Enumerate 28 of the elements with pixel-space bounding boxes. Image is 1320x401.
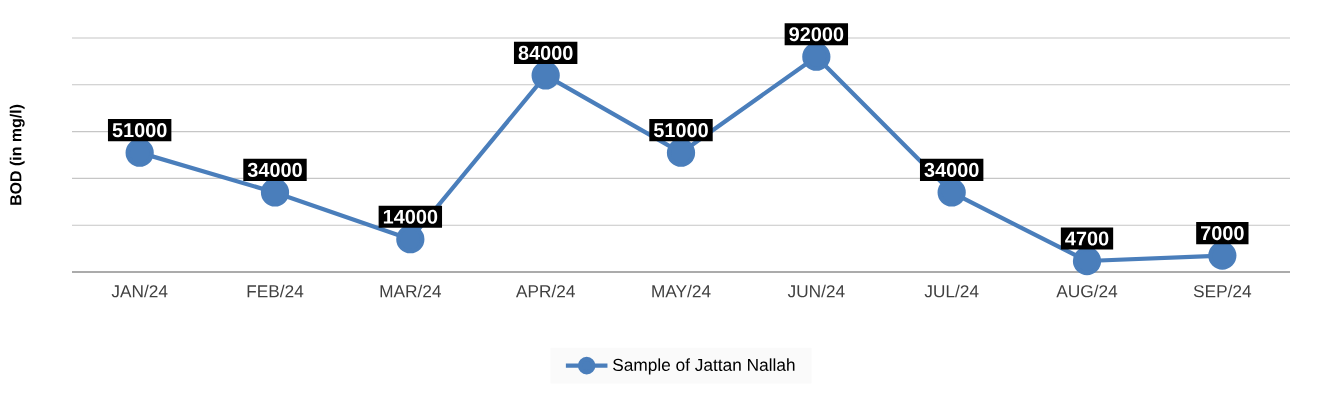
y-axis-title: BOD (in mg/l) — [9, 104, 25, 205]
data-label: 92000 — [789, 27, 844, 42]
point — [125, 138, 154, 167]
data-label: 51000 — [653, 123, 708, 138]
point — [531, 61, 560, 90]
data-label: 14000 — [383, 209, 438, 224]
x-tick-label: JAN/24 — [111, 284, 168, 298]
data-label: 7000 — [1201, 226, 1244, 241]
data-label: 34000 — [924, 162, 979, 177]
x-tick-label: JUN/24 — [787, 284, 845, 298]
point — [1208, 241, 1237, 270]
x-tick-label: FEB/24 — [247, 284, 304, 298]
point — [802, 42, 831, 71]
point — [666, 138, 696, 167]
x-tick-label: MAY/24 — [652, 284, 711, 298]
x-tick-label: MAR/24 — [380, 284, 442, 298]
x-tick-label: APR/24 — [515, 284, 575, 298]
data-label: 84000 — [518, 45, 573, 60]
legend-label: Sample of Jattan Nallah — [613, 358, 795, 375]
x-tick-label: SEP/24 — [1193, 284, 1252, 298]
point — [396, 225, 425, 254]
x-tick-label: AUG/24 — [1056, 284, 1118, 298]
point — [260, 178, 290, 207]
point — [937, 178, 966, 207]
data-label: 51000 — [112, 123, 167, 138]
data-label: 34000 — [247, 162, 302, 177]
data-label: 4700 — [1065, 231, 1109, 246]
x-tick-label: JUL/24 — [924, 284, 979, 298]
